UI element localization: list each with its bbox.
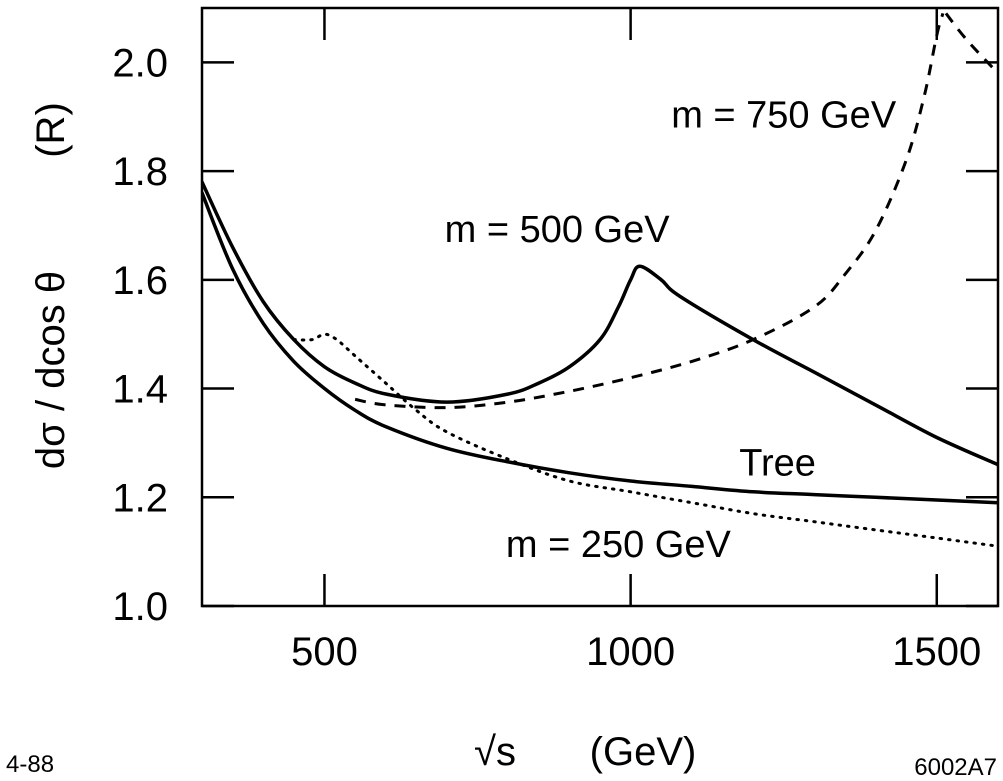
y-tick-label: 1.6 [112, 259, 168, 303]
series-line-extra-4 [944, 12, 998, 75]
x-tick-label: 1000 [586, 630, 675, 674]
curve-label-tree: Tree [739, 443, 816, 485]
curve-label-m-500-gev: m = 500 GeV [445, 209, 671, 251]
curves-layer [202, 12, 998, 548]
curve-label-m-250-gev: m = 250 GeV [506, 524, 732, 566]
y-axis-title-unit: (R) [29, 102, 73, 158]
series-line-m-250-gev [292, 332, 998, 548]
x-tick-label: 500 [291, 630, 358, 674]
y-tick-label: 1.2 [112, 476, 168, 520]
ticks-layer [202, 8, 998, 608]
y-tick-label: 1.4 [112, 368, 168, 412]
x-tick-label: 1500 [892, 630, 981, 674]
figure-code-left: 4-88 [6, 751, 54, 778]
series-line-tree [202, 191, 998, 505]
series-line-m-500-gev [202, 180, 998, 467]
y-tick-label: 2.0 [112, 41, 168, 85]
series-line-m-750-gev [354, 12, 945, 410]
plot-frame [200, 6, 1000, 608]
tick-labels-layer: 500 1000 1500 1.0 1.2 1.4 1.6 1.8 2.0 [112, 41, 981, 674]
curve-label-m-750-gev: m = 750 GeV [671, 95, 897, 137]
y-tick-label: 1.0 [112, 585, 168, 629]
x-axis-title-root: √s [474, 730, 516, 774]
x-axis-title-unit: (GeV) [590, 730, 697, 774]
figure-code-right: 6002A7 [914, 754, 997, 781]
y-axis-title-quantity: dσ / dcos θ [29, 271, 73, 469]
y-tick-label: 1.8 [112, 150, 168, 194]
